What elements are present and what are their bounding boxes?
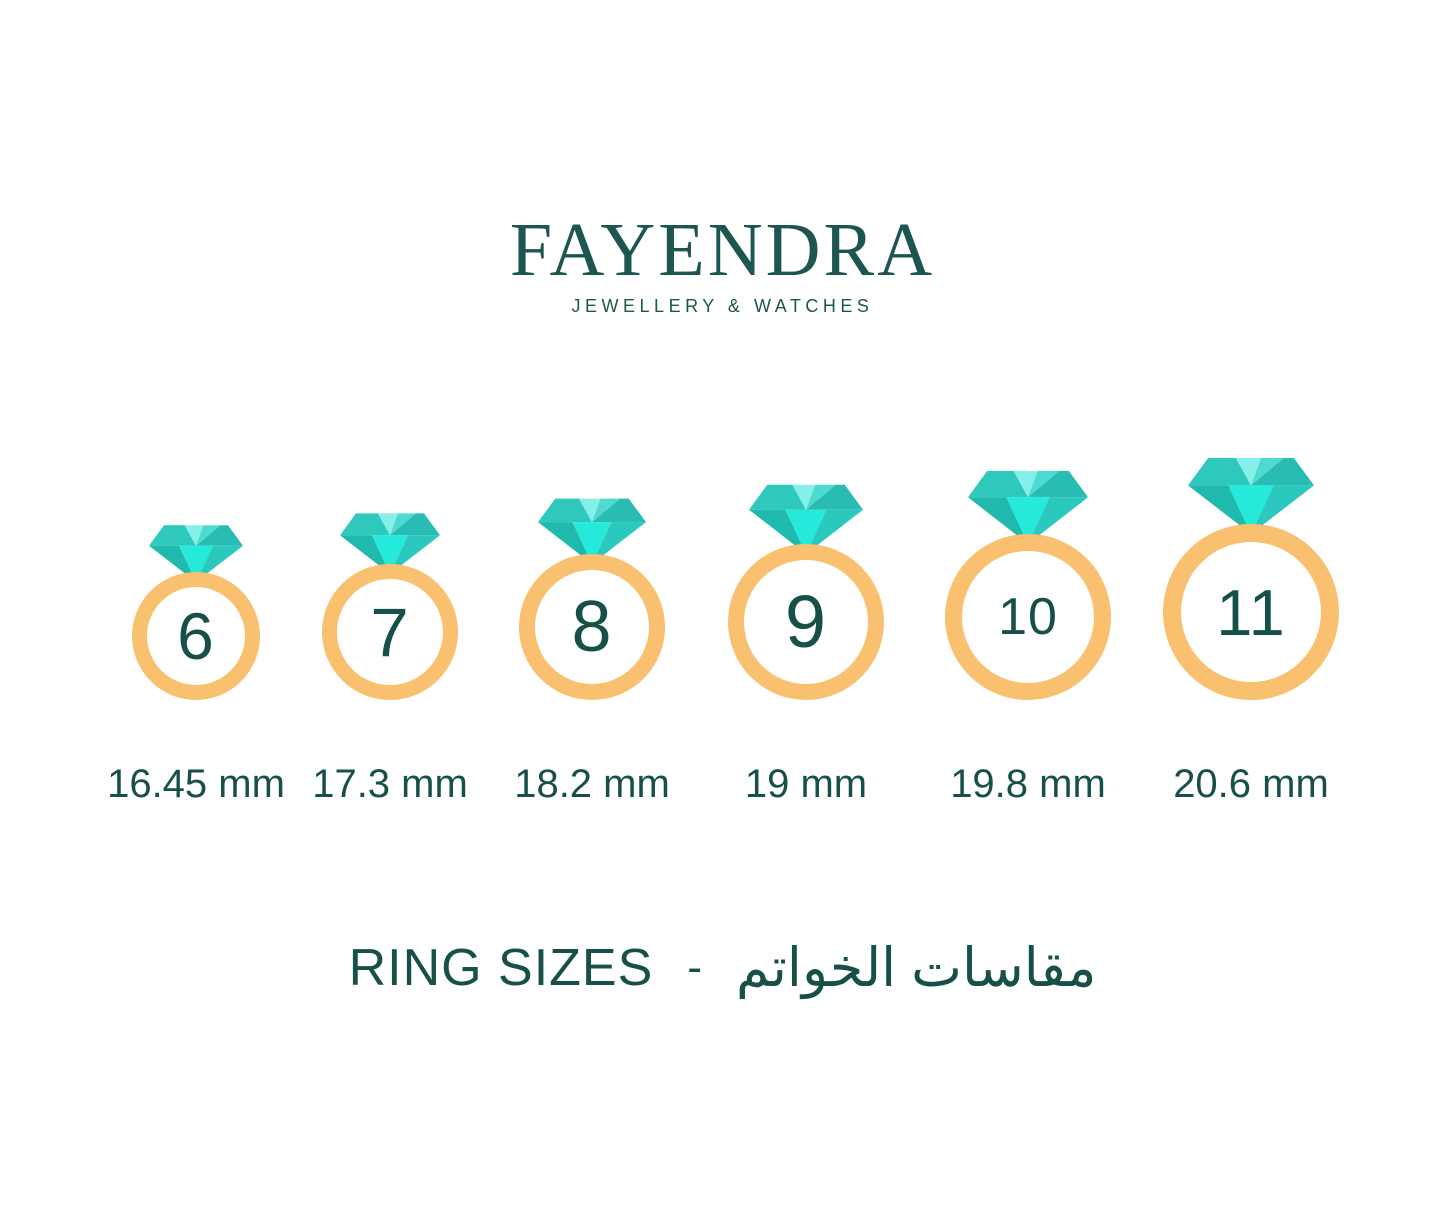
dimension-arrow-icon xyxy=(516,718,668,744)
diamond-icon xyxy=(1188,455,1314,534)
ring-column-7: 7 17.3 mm xyxy=(312,511,468,808)
ring-column-9: 9 19 mm xyxy=(725,482,887,808)
diameter-label: 19 mm xyxy=(744,762,868,806)
ring-band: 6 xyxy=(132,572,260,700)
brand-tagline: JEWELLERY & WATCHES xyxy=(571,296,874,316)
rings-row: 6 16.45 mm 7 17.3 mm 8 18.2 mm 9 xyxy=(0,455,1342,808)
ring-column-6: 6 16.45 mm xyxy=(107,523,285,808)
dimension-arrow-icon xyxy=(942,718,1114,744)
chart-title: RING SIZES - مقاسات الخواتم xyxy=(0,936,1445,999)
ring-column-10: 10 19.8 mm xyxy=(942,468,1114,808)
ring-size-number: 10 xyxy=(998,588,1058,646)
title-latin: RING SIZES xyxy=(348,938,654,997)
ring-band: 7 xyxy=(322,564,458,700)
ring-band: 11 xyxy=(1163,524,1339,700)
dimension-arrow-icon xyxy=(319,718,461,744)
ring-band: 9 xyxy=(728,544,884,700)
brand-name: FAYENDRA xyxy=(509,208,936,292)
ring-size-number: 6 xyxy=(177,599,215,673)
ring-size-number: 8 xyxy=(571,587,613,667)
dimension-arrow-icon xyxy=(129,718,263,744)
dimension-arrow-icon xyxy=(725,718,887,744)
ring-size-number: 9 xyxy=(784,580,828,663)
diameter-label: 18.2 mm xyxy=(514,762,670,806)
ring-size-number: 7 xyxy=(370,593,410,671)
diameter-label: 19.8 mm xyxy=(950,762,1106,806)
diameter-label: 16.45 mm xyxy=(107,762,285,806)
diameter-label: 17.3 mm xyxy=(312,762,468,806)
brand-logo: FAYENDRA JEWELLERY & WATCHES xyxy=(0,212,1445,317)
ring-column-11: 11 20.6 mm xyxy=(1160,455,1342,808)
ring-band: 10 xyxy=(945,534,1111,700)
diamond-icon xyxy=(968,468,1088,544)
title-arabic: مقاسات الخواتم xyxy=(735,938,1097,998)
ring-size-number: 11 xyxy=(1216,575,1286,649)
diameter-label: 20.6 mm xyxy=(1173,762,1329,806)
ring-column-8: 8 18.2 mm xyxy=(514,496,670,808)
title-separator: - xyxy=(687,942,702,992)
ring-band: 8 xyxy=(519,554,665,700)
dimension-arrow-icon xyxy=(1160,718,1342,744)
